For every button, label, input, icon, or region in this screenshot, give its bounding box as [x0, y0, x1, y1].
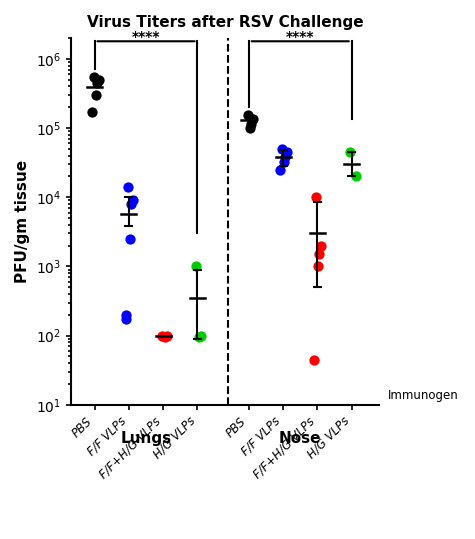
Point: [283, 148, 291, 156]
Point: [352, 172, 360, 181]
Point: [313, 193, 320, 202]
Point: [280, 158, 288, 167]
Point: [92, 91, 99, 99]
Point: [129, 196, 137, 205]
Point: [276, 165, 284, 174]
Point: [124, 183, 132, 191]
Y-axis label: PFU/gm tissue: PFU/gm tissue: [15, 160, 30, 283]
Point: [126, 234, 133, 243]
Point: [318, 241, 325, 250]
Text: Nose: Nose: [279, 431, 322, 446]
Text: ****: ****: [132, 30, 160, 44]
Point: [247, 120, 255, 128]
Point: [162, 333, 169, 342]
Text: Immunogen: Immunogen: [388, 389, 458, 402]
Point: [163, 331, 171, 340]
Point: [246, 124, 254, 133]
Point: [347, 148, 354, 156]
Point: [192, 262, 200, 271]
Point: [158, 331, 166, 340]
Point: [311, 355, 318, 364]
Point: [90, 73, 97, 81]
Point: [198, 331, 205, 340]
Point: [278, 144, 286, 153]
Point: [281, 153, 289, 162]
Point: [88, 108, 95, 116]
Point: [93, 79, 101, 87]
Point: [95, 76, 103, 85]
Point: [196, 333, 203, 342]
Title: Virus Titers after RSV Challenge: Virus Titers after RSV Challenge: [86, 15, 363, 30]
Text: Lungs: Lungs: [121, 431, 171, 446]
Point: [249, 115, 256, 123]
Text: ****: ****: [286, 30, 314, 44]
Point: [127, 199, 135, 208]
Point: [122, 310, 130, 319]
Point: [315, 250, 323, 259]
Point: [244, 110, 251, 119]
Point: [122, 314, 130, 323]
Point: [314, 262, 322, 271]
